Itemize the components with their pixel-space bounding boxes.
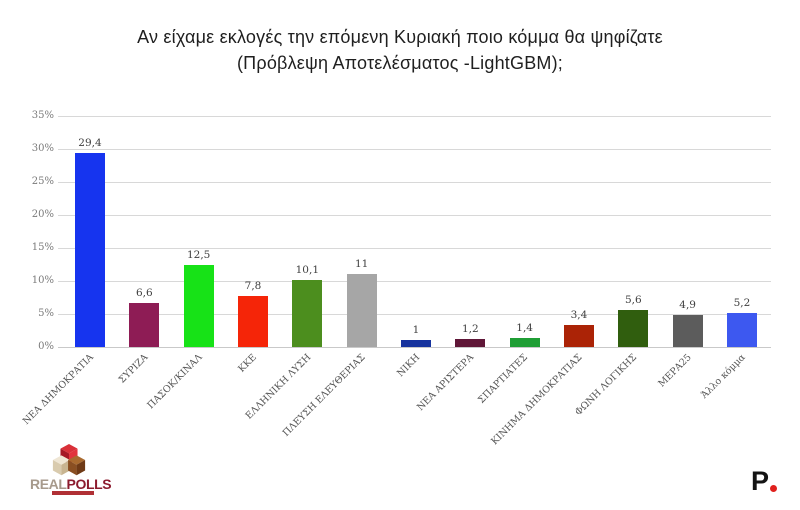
bar-value-label: 4,9 (679, 298, 696, 311)
gridline (58, 314, 771, 315)
bar-value-label: 3,4 (570, 308, 588, 321)
brand-real-text: REAL (30, 476, 67, 492)
bar-value-label: 1,4 (516, 321, 533, 334)
bar-value-label: 5,2 (733, 296, 751, 309)
x-axis-category-label: ΝΕΑ ΔΗΜΟΚΡΑΤΙΑ (20, 352, 96, 428)
bar-value-label: 29,4 (78, 136, 102, 149)
bar-value-label: 1,2 (461, 323, 479, 336)
x-axis-category-label: ΠΑΣΟΚ/ΚΙΝΑΛ (145, 352, 205, 412)
gridline (58, 149, 771, 150)
chart-bar (183, 264, 214, 347)
y-axis-tick-label: 15% (31, 242, 54, 253)
p-logo-letter: P (751, 466, 770, 496)
chart-bar (400, 340, 431, 347)
y-axis-tick-label: 30% (31, 143, 54, 154)
p-logo-dot-icon (770, 485, 778, 492)
chart-bar (75, 152, 105, 347)
chart-bar (237, 295, 268, 347)
realpolls-logo: REALPOLLS (30, 443, 140, 503)
chart-bar (726, 312, 757, 347)
chart-title-line2: (Πρόβλεψη Αποτελέσματος -LightGBM); (236, 53, 563, 73)
x-axis-category-label: ΜΕΡΑ25 (655, 352, 694, 390)
x-axis-category-label: ΚΙΝΗΜΑ ΔΗΜΟΚΡΑΤΙΑΣ (489, 352, 585, 448)
brand-polls-text: POLLS (66, 476, 112, 492)
chart-bar (292, 280, 323, 347)
bar-value-label: 10,1 (295, 264, 320, 277)
y-axis-tick-label: 5% (38, 308, 54, 319)
gridline (58, 182, 771, 183)
chart-bar (346, 274, 377, 347)
chart-bar (563, 324, 594, 347)
x-axis-category-label: ΣΥΡΙΖΑ (116, 352, 151, 386)
chart-bar (672, 314, 703, 347)
chart-title: Αν είχαμε εκλογές την επόμενη Κυριακή πο… (0, 24, 800, 76)
x-axis-category-label: ΝΙΚΗ (394, 352, 422, 380)
chart-bar (509, 337, 540, 347)
y-axis-tick-label: 35% (31, 110, 54, 121)
gridline (58, 248, 771, 249)
x-axis-category-label: ΣΠΑΡΤΙΑΤΕΣ (476, 352, 531, 406)
bar-value-label: 12,5 (186, 248, 211, 261)
x-axis-category-label: Άλλο κόμμα (698, 352, 748, 401)
bar-value-label: 7,8 (244, 279, 262, 292)
x-axis-category-label: ΦΩΝΗ ΛΟΓΙΚΗΣ (573, 352, 640, 419)
x-axis-category-label: ΝΕΑ ΑΡΙΣΤΕΡΑ (415, 352, 477, 414)
y-axis-tick-label: 25% (31, 176, 54, 187)
p-logo: P (751, 466, 778, 496)
realpolls-wordmark: REALPOLLS (30, 476, 112, 492)
realpolls-cubes-icon (52, 443, 86, 476)
gridline (58, 116, 771, 117)
bar-value-label: 5,6 (624, 294, 642, 307)
bar-value-label: 1 (412, 324, 420, 337)
y-axis-tick-label: 0% (38, 341, 54, 352)
bar-value-label: 6,6 (135, 287, 153, 300)
x-axis-line (58, 347, 771, 348)
chart-bar (455, 339, 486, 347)
chart-bar (618, 310, 649, 347)
gridline (58, 281, 771, 282)
chart-bar (129, 303, 160, 347)
chart-title-line1: Αν είχαμε εκλογές την επόμενη Κυριακή πο… (137, 27, 663, 47)
x-axis-category-label: ΚΚΕ (236, 352, 259, 375)
bar-value-label: 11 (354, 258, 369, 271)
y-axis-tick-label: 10% (31, 275, 54, 286)
realpolls-tagline-strip (52, 491, 94, 495)
y-axis-tick-label: 20% (31, 209, 54, 220)
gridline (58, 215, 771, 216)
